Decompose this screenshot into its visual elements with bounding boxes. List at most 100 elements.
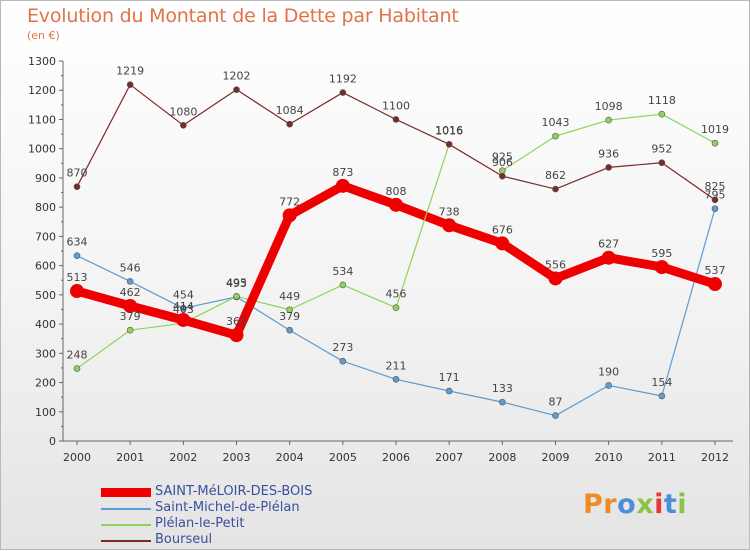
- data-label: 449: [279, 290, 300, 303]
- data-label: 362: [226, 315, 247, 328]
- y-tick-label: 100: [35, 406, 56, 419]
- data-label: 1016: [435, 124, 463, 137]
- data-point-thick: [70, 284, 84, 299]
- data-point: [605, 382, 612, 389]
- data-point: [73, 252, 81, 259]
- data-point-thick: [389, 197, 403, 212]
- data-label: 1084: [276, 104, 304, 117]
- data-label: 171: [439, 371, 460, 384]
- data-label: 1219: [116, 65, 144, 78]
- data-point: [552, 132, 559, 140]
- data-point-thick: [442, 218, 457, 233]
- data-label: 133: [492, 382, 513, 395]
- data-label: 808: [386, 185, 407, 198]
- data-point: [180, 122, 187, 129]
- data-label: 795: [705, 189, 726, 202]
- data-point-thick: [654, 260, 669, 275]
- data-label: 936: [598, 147, 619, 160]
- x-tick-label: 2010: [595, 451, 623, 464]
- data-label: 248: [67, 349, 88, 362]
- data-label: 676: [492, 223, 513, 236]
- legend-swatch: [101, 540, 151, 542]
- data-point: [286, 326, 293, 334]
- data-label: 379: [120, 310, 141, 323]
- data-point: [499, 398, 506, 406]
- data-point: [605, 164, 612, 171]
- data-point: [126, 326, 134, 334]
- data-point: [605, 116, 612, 124]
- x-tick-label: 2008: [488, 451, 516, 464]
- data-point: [445, 141, 453, 148]
- logo-letter: o: [617, 489, 637, 520]
- data-point: [233, 293, 240, 300]
- data-label: 456: [386, 288, 407, 301]
- data-label: 952: [651, 143, 672, 156]
- data-point: [658, 392, 666, 400]
- data-label: 537: [705, 264, 726, 277]
- data-label: 462: [120, 286, 141, 299]
- x-tick-label: 2005: [329, 451, 357, 464]
- data-point: [126, 81, 134, 88]
- y-tick-label: 400: [35, 318, 56, 331]
- data-label: 1016: [435, 124, 463, 137]
- data-point: [711, 196, 719, 204]
- data-label: 873: [332, 166, 353, 179]
- series-line-extra: [395, 143, 450, 308]
- x-tick-label: 2011: [648, 451, 676, 464]
- data-point-thick: [229, 328, 244, 343]
- legend-swatch: [101, 508, 151, 510]
- data-point: [286, 306, 293, 314]
- data-point: [392, 304, 400, 312]
- data-point-thick: [335, 178, 350, 193]
- data-label: 825: [705, 180, 726, 193]
- data-point: [552, 185, 559, 193]
- logo-letter: i: [677, 489, 688, 520]
- data-label: 634: [67, 236, 88, 249]
- proxiti-logo: Proxiti: [583, 489, 687, 520]
- data-label: 454: [173, 288, 194, 301]
- data-point: [392, 376, 400, 383]
- data-point: [339, 281, 347, 289]
- data-label: 190: [598, 365, 619, 378]
- data-label: 379: [279, 310, 300, 323]
- data-label: 1202: [223, 70, 251, 83]
- y-tick-label: 0: [49, 435, 56, 448]
- data-label: 1019: [701, 123, 729, 136]
- data-point-thick: [123, 298, 138, 313]
- y-tick-label: 300: [35, 347, 56, 360]
- x-tick-label: 2007: [435, 451, 463, 464]
- legend-swatch: [101, 524, 151, 526]
- data-point-thick: [176, 312, 191, 327]
- x-tick-label: 2002: [169, 451, 197, 464]
- data-label: 1192: [329, 73, 357, 86]
- data-label: 1080: [169, 105, 197, 118]
- data-point: [339, 89, 347, 96]
- data-label: 513: [67, 271, 88, 284]
- y-tick-label: 1200: [28, 84, 56, 97]
- data-point: [392, 116, 400, 123]
- data-label: 870: [67, 167, 88, 180]
- x-tick-label: 2003: [223, 451, 251, 464]
- y-tick-label: 800: [35, 201, 56, 214]
- y-tick-label: 900: [35, 172, 56, 185]
- data-label: 556: [545, 258, 566, 271]
- data-point: [445, 387, 453, 395]
- data-label: 534: [332, 265, 353, 278]
- data-label: 1043: [542, 116, 570, 129]
- data-label: 627: [598, 238, 619, 251]
- legend-label: Plélan-le-Petit: [155, 516, 245, 531]
- data-point: [552, 412, 559, 419]
- data-label: 273: [332, 341, 353, 354]
- data-label: 87: [549, 396, 563, 409]
- data-label: 211: [386, 359, 407, 372]
- data-point-thick: [548, 271, 563, 286]
- y-tick-label: 500: [35, 289, 56, 302]
- data-label: 1098: [595, 100, 623, 113]
- logo-letter: t: [663, 489, 678, 520]
- x-tick-label: 2000: [63, 451, 91, 464]
- data-label: 154: [651, 376, 672, 389]
- data-point: [711, 205, 719, 212]
- legend-label: SAINT-MéLOIR-DES-BOIS: [155, 484, 313, 499]
- data-point-thick: [708, 277, 722, 292]
